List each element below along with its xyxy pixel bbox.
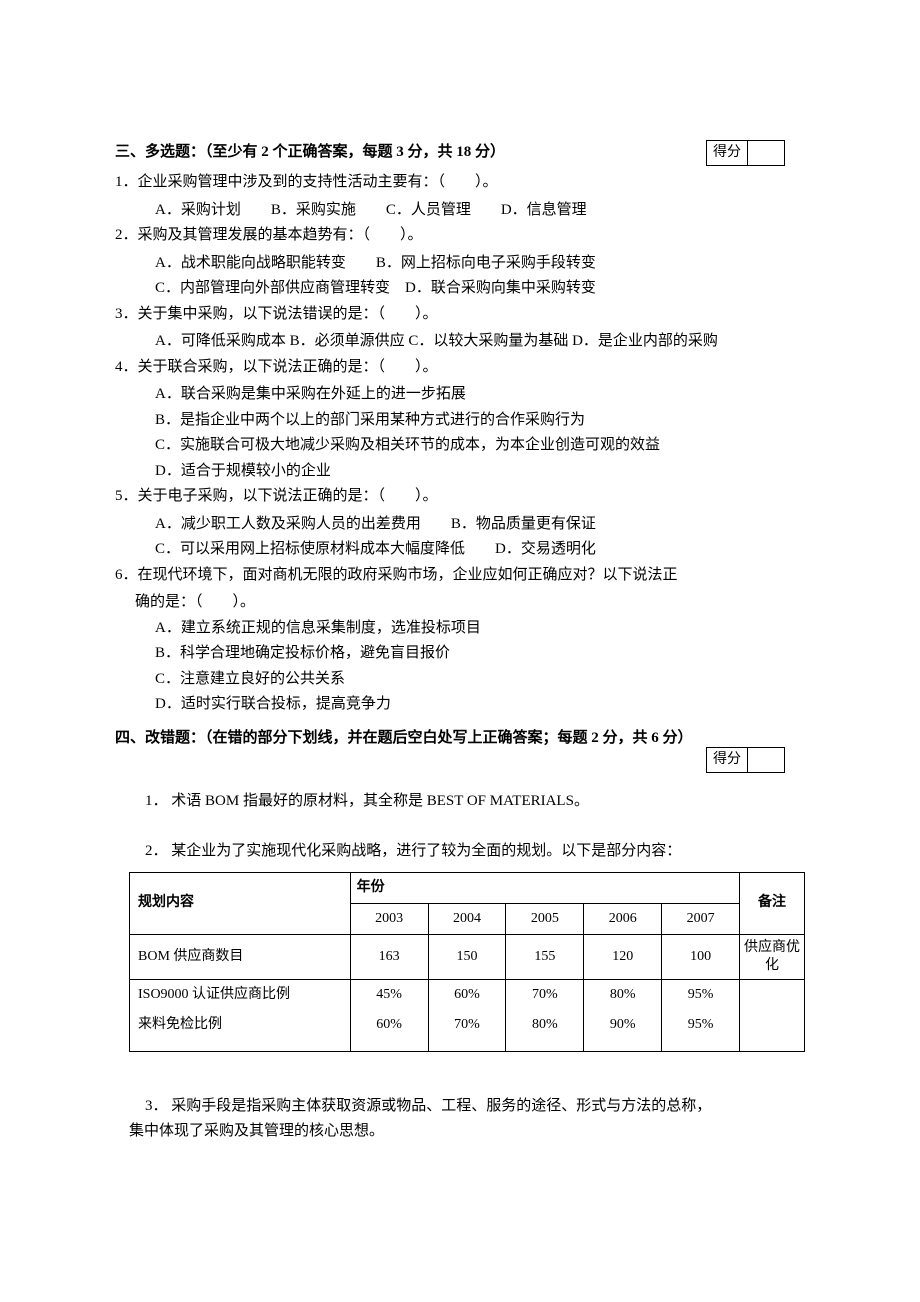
q4-opt-a: A．联合采购是集中采购在外延上的进一步拓展: [155, 382, 805, 408]
row3-v1: 70%: [428, 1010, 506, 1051]
q1-options: A．采购计划 B．采购实施 C．人员管理 D．信息管理: [155, 198, 805, 224]
q4-opt-c: C．实施联合可极大地减少采购及相关环节的成本，为本企业创造可观的效益: [155, 433, 805, 459]
row3-v4: 95%: [662, 1010, 740, 1051]
section3-header: 三、多选题：（至少有 2 个正确答案，每题 3 分，共 18 分） 得分: [115, 140, 805, 166]
s4-q3-line1: 采购手段是指采购主体获取资源或物品、工程、服务的途径、形式与方法的总称，: [171, 1098, 711, 1114]
question-5: 5．关于电子采购，以下说法正确的是：（ ）。: [115, 484, 805, 510]
s4-q3: 3． 采购手段是指采购主体获取资源或物品、工程、服务的途径、形式与方法的总称，: [145, 1094, 805, 1120]
th-remark: 备注: [740, 873, 805, 935]
q1-num: 1．: [115, 174, 138, 190]
table-row: 来料免检比例 60% 70% 80% 90% 95%: [130, 1010, 805, 1051]
question-2: 2．采购及其管理发展的基本趋势有：（ ）。: [115, 223, 805, 249]
q6-opt-a: A．建立系统正规的信息采集制度，选准投标项目: [155, 616, 805, 642]
section4-title: 四、改错题：（在错的部分下划线，并在题后空白处写上正确答案；每题 2 分，共 6…: [115, 726, 693, 752]
row1-v2: 155: [506, 934, 584, 979]
s4-q1-text: 术语 BOM 指最好的原材料，其全称是 BEST OF MATERIALS。: [171, 793, 589, 809]
q3-opts-line1: A．可降低采购成本 B．必须单源供应 C．以较大采购量为基础 D．是企业内部的采…: [155, 329, 805, 355]
table-header-row1: 规划内容 年份 备注: [130, 873, 805, 904]
row2-v1: 60%: [428, 979, 506, 1009]
row2-v0: 45%: [350, 979, 428, 1009]
table-row: BOM 供应商数目 163 150 155 120 100 供应商优化: [130, 934, 805, 979]
score-box: 得分: [706, 140, 785, 166]
q3-num: 3．: [115, 306, 138, 322]
year-2006: 2006: [584, 903, 662, 934]
plan-table: 规划内容 年份 备注 2003 2004 2005 2006 2007 BOM …: [129, 872, 805, 1052]
row2-v4: 95%: [662, 979, 740, 1009]
q1-stem: 企业采购管理中涉及到的支持性活动主要有：（ ）。: [138, 174, 498, 190]
s4-q3-line2: 集中体现了采购及其管理的核心思想。: [129, 1119, 805, 1145]
q6-num: 6．: [115, 567, 138, 583]
row3-label: 来料免检比例: [130, 1010, 351, 1051]
question-1: 1．企业采购管理中涉及到的支持性活动主要有：（ ）。: [115, 170, 805, 196]
question-3: 3．关于集中采购，以下说法错误的是：（ ）。: [115, 302, 805, 328]
row2-label: ISO9000 认证供应商比例: [130, 979, 351, 1009]
q3-opts-text: A．可降低采购成本 B．必须单源供应 C．以较大采购量为基础 D．是企业内部的采…: [155, 333, 718, 349]
q5-opt-line1: A．减少职工人数及采购人员的出差费用 B．物品质量更有保证: [155, 512, 805, 538]
row3-v2: 80%: [506, 1010, 584, 1051]
s4-q1-num: 1．: [145, 793, 168, 809]
row2-v3: 80%: [584, 979, 662, 1009]
q6-opt-c: C．注意建立良好的公共关系: [155, 667, 805, 693]
s4-q2-num: 2．: [145, 843, 168, 859]
question-4: 4．关于联合采购，以下说法正确的是：（ ）。: [115, 355, 805, 381]
th-plan: 规划内容: [130, 873, 351, 935]
row3-v0: 60%: [350, 1010, 428, 1051]
q2-num: 2．: [115, 227, 138, 243]
th-year: 年份: [350, 873, 739, 904]
q4-num: 4．: [115, 359, 138, 375]
year-2004: 2004: [428, 903, 506, 934]
q5-stem: 关于电子采购，以下说法正确的是：（ ）。: [138, 488, 438, 504]
table-row: ISO9000 认证供应商比例 45% 60% 70% 80% 95%: [130, 979, 805, 1009]
section3-title: 三、多选题：（至少有 2 个正确答案，每题 3 分，共 18 分）: [115, 140, 505, 166]
row1-v0: 163: [350, 934, 428, 979]
row2-remark: [740, 979, 805, 1051]
q4-stem: 关于联合采购，以下说法正确的是：（ ）。: [138, 359, 438, 375]
s4-q3-num: 3．: [145, 1098, 168, 1114]
score-value-4: [748, 748, 784, 772]
score-box-4: 得分: [706, 747, 785, 773]
row1-remark: 供应商优化: [740, 934, 805, 979]
score-value: [748, 141, 784, 165]
year-2005: 2005: [506, 903, 584, 934]
row2-v2: 70%: [506, 979, 584, 1009]
q2-stem: 采购及其管理发展的基本趋势有：（ ）。: [138, 227, 423, 243]
s4-q1: 1． 术语 BOM 指最好的原材料，其全称是 BEST OF MATERIALS…: [145, 789, 805, 815]
row1-v4: 100: [662, 934, 740, 979]
row1-v3: 120: [584, 934, 662, 979]
year-2003: 2003: [350, 903, 428, 934]
q6-stem-line1: 在现代环境下，面对商机无限的政府采购市场，企业应如何正确应对？以下说法正: [138, 567, 678, 583]
q6-opt-d: D．适时实行联合投标，提高竞争力: [155, 692, 805, 718]
question-6: 6．在现代环境下，面对商机无限的政府采购市场，企业应如何正确应对？以下说法正: [115, 563, 805, 589]
q6-opt-b: B．科学合理地确定投标价格，避免盲目报价: [155, 641, 805, 667]
score-label-4: 得分: [707, 748, 748, 772]
q2-opt-a: A．战术职能向战略职能转变 B．网上招标向电子采购手段转变: [155, 251, 805, 277]
score-label: 得分: [707, 141, 748, 165]
row1-label: BOM 供应商数目: [130, 934, 351, 979]
year-2007: 2007: [662, 903, 740, 934]
q2-opt-b: C．内部管理向外部供应商管理转变 D．联合采购向集中采购转变: [155, 276, 805, 302]
q5-opt-line2: C．可以采用网上招标使原材料成本大幅度降低 D．交易透明化: [155, 537, 805, 563]
q4-opt-d: D．适合于规模较小的企业: [155, 459, 805, 485]
q5-num: 5．: [115, 488, 138, 504]
s4-q2-text: 某企业为了实施现代化采购战略，进行了较为全面的规划。以下是部分内容：: [171, 843, 681, 859]
row1-v1: 150: [428, 934, 506, 979]
q4-opt-b: B．是指企业中两个以上的部门采用某种方式进行的合作采购行为: [155, 408, 805, 434]
row3-v3: 90%: [584, 1010, 662, 1051]
s4-q2: 2． 某企业为了实施现代化采购战略，进行了较为全面的规划。以下是部分内容：: [145, 839, 805, 865]
q3-stem: 关于集中采购，以下说法错误的是：（ ）。: [138, 306, 438, 322]
plan-table-wrap: 规划内容 年份 备注 2003 2004 2005 2006 2007 BOM …: [129, 872, 805, 1052]
q6-stem-line2: 确的是：（ ）。: [135, 590, 805, 616]
